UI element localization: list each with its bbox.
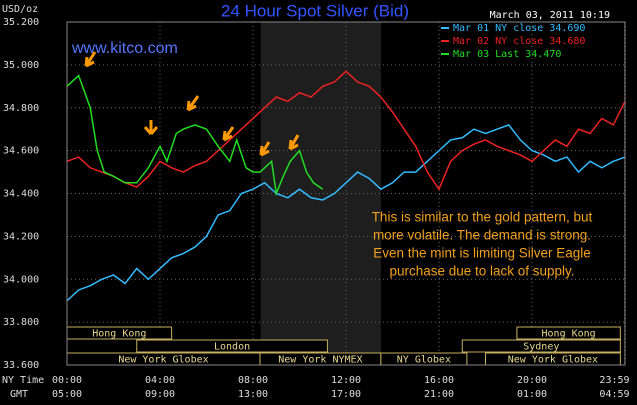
x-tick-label: 20:00 <box>517 375 547 386</box>
chart-title: 24 Hour Spot Silver (Bid) <box>221 1 409 20</box>
highlight-region <box>260 22 381 365</box>
annotation: purchase due to lack of supply. <box>389 264 574 279</box>
x-axis-label: NY Time <box>2 375 44 386</box>
legend-label: Mar 02 NY close 34.680 <box>453 36 585 47</box>
annotation: This is similar to the gold pattern, but <box>372 210 593 225</box>
series-line <box>66 124 626 302</box>
timestamp: March 03, 2011 10:19 <box>490 10 610 21</box>
y-tick-label: 34.400 <box>3 189 39 200</box>
session-label: New York NYMEX <box>278 355 362 366</box>
annotation: more volatile. The demand is strong. <box>373 228 591 243</box>
y-tick-label: 35.200 <box>3 17 39 28</box>
background-layer <box>66 21 626 366</box>
x-tick-label: 00:00 <box>52 375 82 386</box>
arrow <box>186 95 200 112</box>
session-label: New York Globex <box>508 355 598 366</box>
y-tick-label: 34.800 <box>3 103 39 114</box>
y-tick-label: 34.200 <box>3 231 39 242</box>
session-label: Hong Kong <box>542 329 596 340</box>
y-tick-label: 35.000 <box>3 60 39 71</box>
session-box <box>516 326 621 340</box>
x-tick-label: 16:00 <box>424 375 454 386</box>
arrow <box>84 51 97 68</box>
annotation: Even the mint is limiting Silver Eagle <box>373 246 591 261</box>
x-tick-label: 23:59 <box>599 375 629 386</box>
session-box <box>461 339 621 353</box>
x2-tick-label: 01:00 <box>517 389 547 400</box>
y-tick-label: 33.800 <box>3 317 39 328</box>
lines-layer <box>66 70 626 302</box>
y-axis-label: USD/oz <box>2 4 38 15</box>
arrow <box>222 126 235 142</box>
legend-label: Mar 03 Last 34.470 <box>453 49 561 60</box>
x2-tick-label: 05:00 <box>52 389 82 400</box>
session-label: New York Globex <box>118 355 208 366</box>
arrow <box>143 120 159 135</box>
y-tick-label: 33.600 <box>3 360 39 371</box>
x-tick-label: 12:00 <box>331 375 361 386</box>
x-tick-label: 04:00 <box>145 375 175 386</box>
legend-label: Mar 01 NY close 34.690 <box>453 23 585 34</box>
session-label: Sydney <box>523 342 559 353</box>
series-line <box>66 74 324 197</box>
session-label: London <box>214 342 250 353</box>
arrow <box>259 141 271 157</box>
session-label: Hong Kong <box>92 329 146 340</box>
foreground-layer: 33.600 33.800 34.000 34.200 34.400 34.600 34.8… <box>3 17 630 400</box>
x-tick-label: 08:00 <box>238 375 268 386</box>
x2-tick-label: 17:00 <box>331 389 361 400</box>
arrows <box>84 51 300 157</box>
plot-frame <box>66 21 626 366</box>
y-tick-label: 34.600 <box>3 146 39 157</box>
x2-axis-label: GMT <box>10 389 28 400</box>
series-line <box>66 70 626 191</box>
x2-tick-label: 09:00 <box>145 389 175 400</box>
session-box <box>136 339 328 353</box>
y-tick-label: 34.000 <box>3 274 39 285</box>
x2-tick-label: 04:59 <box>599 389 629 400</box>
arrow <box>288 134 300 151</box>
x2-tick-label: 13:00 <box>238 389 268 400</box>
x2-tick-label: 21:00 <box>424 389 454 400</box>
source: www.kitco.com <box>71 40 178 57</box>
session-label: NY Globex <box>397 355 451 366</box>
